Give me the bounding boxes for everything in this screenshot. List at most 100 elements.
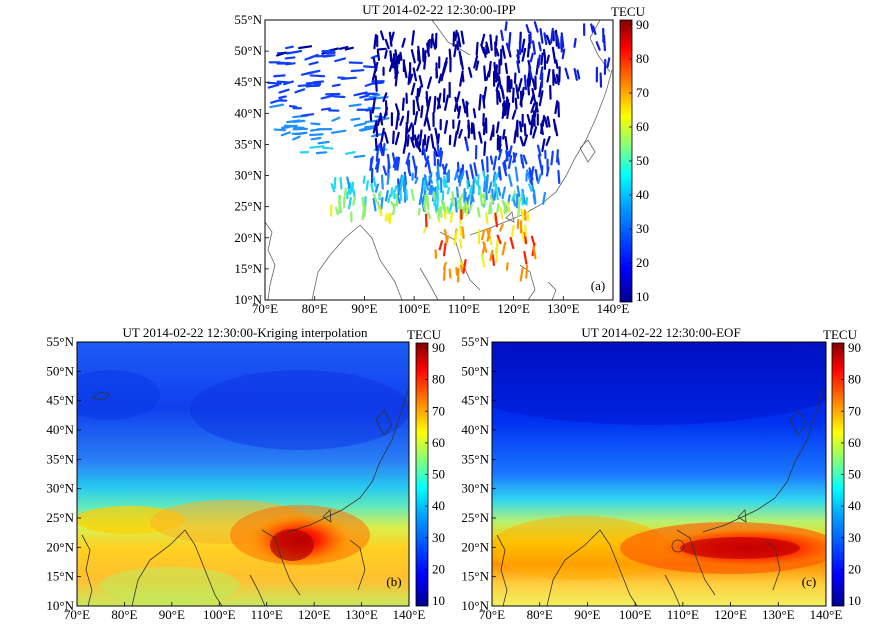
panel-a-axes: 55°N 50°N 45°N 40°N 35°N 30°N 25°N 20°N 15°N 10°N… [234, 12, 629, 316]
lat-tick-label: 40°N [234, 105, 262, 120]
lat-tick-label: 55°N [461, 334, 489, 349]
colorbar-unit: TECU [823, 327, 858, 342]
ipp-tracks [267, 21, 611, 283]
panel-b-field [77, 342, 409, 606]
lon-tick-label: 110°E [251, 607, 283, 622]
lat-tick-label: 35°N [46, 451, 74, 466]
lon-tick-label: 80°E [302, 301, 328, 316]
panel-a-title: UT 2014-02-22 12:30:00-IPP [362, 2, 516, 17]
colorbar-tick-label: 10 [848, 593, 861, 608]
panel-a-label: (a) [591, 278, 605, 293]
lat-tick-label: 15°N [46, 569, 74, 584]
lat-tick-label: 35°N [234, 136, 262, 151]
colorbar-tick-label: 20 [636, 255, 649, 270]
colorbar-tick-label: 80 [848, 372, 861, 387]
lat-tick-label: 15°N [461, 569, 489, 584]
lat-tick-label: 35°N [461, 451, 489, 466]
lat-tick-label: 25°N [234, 199, 262, 214]
lon-tick-label: 100°E [398, 301, 431, 316]
colorbar-tick-label: 90 [432, 340, 445, 355]
lat-tick-label: 20°N [234, 230, 262, 245]
colorbar-tick-label: 60 [848, 435, 861, 450]
colorbar-tick-label: 50 [636, 153, 649, 168]
panel-b-axes: 55°N 50°N 45°N 40°N 35°N 30°N 25°N 20°N 15°N 10°N… [46, 334, 425, 622]
lon-tick-label: 70°E [479, 607, 505, 622]
lon-tick-label: 140°E [810, 607, 843, 622]
colorbar-tick-label: 70 [432, 403, 445, 418]
panel-c-label: (c) [802, 574, 816, 589]
panel-c-title: UT 2014-02-22 12:30:00-EOF [581, 325, 740, 340]
lat-tick-label: 45°N [461, 393, 489, 408]
panel-a-coastlines [265, 20, 613, 300]
panel-b-label: (b) [386, 574, 401, 589]
lon-tick-label: 140°E [393, 607, 426, 622]
lon-tick-label: 90°E [574, 607, 600, 622]
lon-tick-label: 130°E [762, 607, 795, 622]
lat-tick-label: 40°N [46, 422, 74, 437]
colorbar-tick-label: 30 [636, 221, 649, 236]
lon-tick-label: 140°E [597, 301, 630, 316]
colorbar-tick-label: 50 [432, 467, 445, 482]
colorbar-tick-label: 80 [636, 51, 649, 66]
lat-tick-label: 55°N [46, 334, 74, 349]
lon-tick-label: 100°E [203, 607, 236, 622]
lon-tick-label: 70°E [64, 607, 90, 622]
colorbar-tick-label: 50 [848, 467, 861, 482]
lat-tick-label: 55°N [234, 12, 262, 27]
lat-tick-label: 50°N [461, 363, 489, 378]
lon-tick-label: 110°E [448, 301, 480, 316]
lon-tick-label: 80°E [527, 607, 553, 622]
lat-tick-label: 45°N [46, 393, 74, 408]
panel-a: UT 2014-02-22 12:30:00-IPP (a) 55°N 50°N 4… [234, 2, 649, 316]
panel-c-field [492, 342, 826, 606]
lat-tick-label: 50°N [234, 43, 262, 58]
lat-tick-label: 30°N [46, 481, 74, 496]
lat-tick-label: 30°N [461, 481, 489, 496]
lat-tick-label: 10°N [234, 292, 262, 307]
lon-tick-label: 110°E [667, 607, 699, 622]
colorbar-tick-label: 60 [636, 119, 649, 134]
colorbar-unit: TECU [407, 327, 442, 342]
colorbar-tick-label: 60 [432, 435, 445, 450]
panel-b-coastlines [81, 389, 409, 606]
colorbar-tick-label: 10 [432, 593, 445, 608]
lon-tick-label: 120°E [497, 301, 530, 316]
panel-b-frame [76, 341, 410, 607]
colorbar-tick-label: 70 [636, 85, 649, 100]
lon-tick-label: 80°E [111, 607, 137, 622]
lat-tick-label: 20°N [461, 539, 489, 554]
lat-tick-label: 30°N [234, 168, 262, 183]
panel-a-frame [264, 19, 614, 301]
lon-tick-label: 120°E [298, 607, 331, 622]
lat-tick-label: 50°N [46, 363, 74, 378]
lat-tick-label: 45°N [234, 74, 262, 89]
lat-tick-label: 25°N [46, 510, 74, 525]
lat-tick-label: 15°N [234, 261, 262, 276]
lat-tick-label: 20°N [46, 539, 74, 554]
lon-tick-label: 130°E [547, 301, 580, 316]
colorbar-tick-label: 30 [848, 530, 861, 545]
lat-tick-label: 25°N [461, 510, 489, 525]
lon-tick-label: 100°E [619, 607, 652, 622]
colorbar-tick-label: 40 [432, 498, 445, 513]
lat-tick-label: 10°N [461, 598, 489, 613]
colorbar-tick-label: 10 [636, 289, 649, 304]
panel-c-axes: 55°N 50°N 45°N 40°N 35°N 30°N 25°N 20°N 15°N 10°N… [461, 334, 842, 622]
lon-tick-label: 90°E [351, 301, 377, 316]
lon-tick-label: 90°E [159, 607, 185, 622]
panel-b-title: UT 2014-02-22 12:30:00-Kriging interpola… [123, 325, 368, 340]
colorbar-tick-label: 20 [432, 561, 445, 576]
lon-tick-label: 120°E [714, 607, 747, 622]
lon-tick-label: 70°E [252, 301, 278, 316]
colorbar-tick-label: 40 [848, 498, 861, 513]
lat-tick-label: 10°N [46, 598, 74, 613]
panel-c: UT 2014-02-22 12:30:00-EOF (c) 55°N 50°N 4… [461, 325, 861, 622]
colorbar-unit: TECU [611, 4, 646, 19]
colorbar-tick-label: 30 [432, 530, 445, 545]
colorbar-tick-label: 20 [848, 561, 861, 576]
colorbar-tick-label: 90 [636, 17, 649, 32]
